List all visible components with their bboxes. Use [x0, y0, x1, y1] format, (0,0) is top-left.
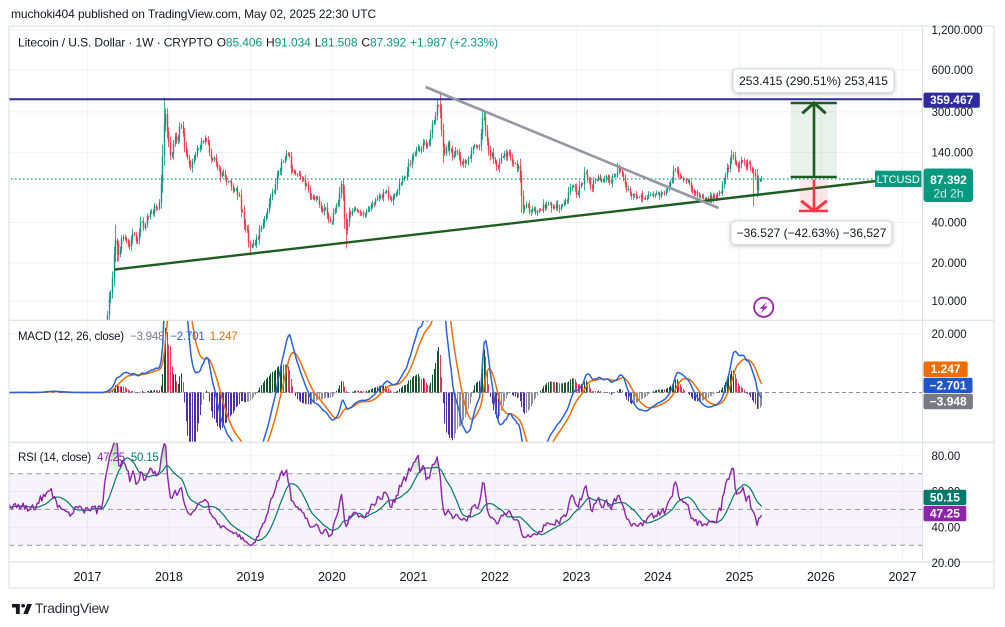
svg-text:50.15: 50.15	[930, 490, 960, 504]
svg-text:2023: 2023	[562, 570, 590, 584]
svg-text:2018: 2018	[155, 570, 183, 584]
svg-text:40.00: 40.00	[932, 522, 961, 534]
svg-text:2020: 2020	[318, 570, 346, 584]
svg-text:2021: 2021	[399, 570, 427, 584]
svg-text:1.247: 1.247	[931, 362, 961, 376]
svg-text:LTCUSD: LTCUSD	[877, 174, 920, 186]
svg-text:140.000: 140.000	[932, 148, 974, 160]
svg-text:2017: 2017	[73, 570, 101, 584]
svg-text:2025: 2025	[725, 570, 753, 584]
svg-text:2027: 2027	[888, 570, 916, 584]
svg-text:Litecoin / U.S. Dollar · 1W ·: Litecoin / U.S. Dollar · 1W · CRYPTO O85.…	[18, 36, 498, 50]
svg-text:80.00: 80.00	[932, 451, 961, 463]
svg-text:−3.948: −3.948	[930, 394, 967, 408]
svg-text:2022: 2022	[481, 570, 509, 584]
svg-text:2024: 2024	[644, 570, 672, 584]
svg-text:20.000: 20.000	[932, 329, 967, 341]
svg-text:300.000: 300.000	[932, 107, 974, 119]
svg-text:−2.701: −2.701	[929, 378, 966, 392]
svg-text:600.000: 600.000	[932, 65, 974, 77]
svg-text:40.000: 40.000	[932, 218, 967, 230]
svg-text:2d 2h: 2d 2h	[933, 187, 963, 201]
svg-text:1,200.000: 1,200.000	[932, 25, 983, 37]
svg-text:359.467: 359.467	[930, 93, 974, 107]
svg-text:10.000: 10.000	[932, 296, 967, 308]
svg-text:20.000: 20.000	[932, 258, 967, 270]
svg-text:2026: 2026	[807, 570, 835, 584]
svg-text:20.00: 20.00	[932, 558, 961, 570]
svg-text:253.415 (290.51%) 253,415: 253.415 (290.51%) 253,415	[739, 74, 888, 88]
svg-text:−36.527 (−42.63%) −36,527: −36.527 (−42.63%) −36,527	[737, 226, 887, 240]
svg-text:87.392: 87.392	[930, 173, 967, 187]
svg-text:47.25: 47.25	[930, 507, 960, 521]
svg-text:2019: 2019	[236, 570, 264, 584]
